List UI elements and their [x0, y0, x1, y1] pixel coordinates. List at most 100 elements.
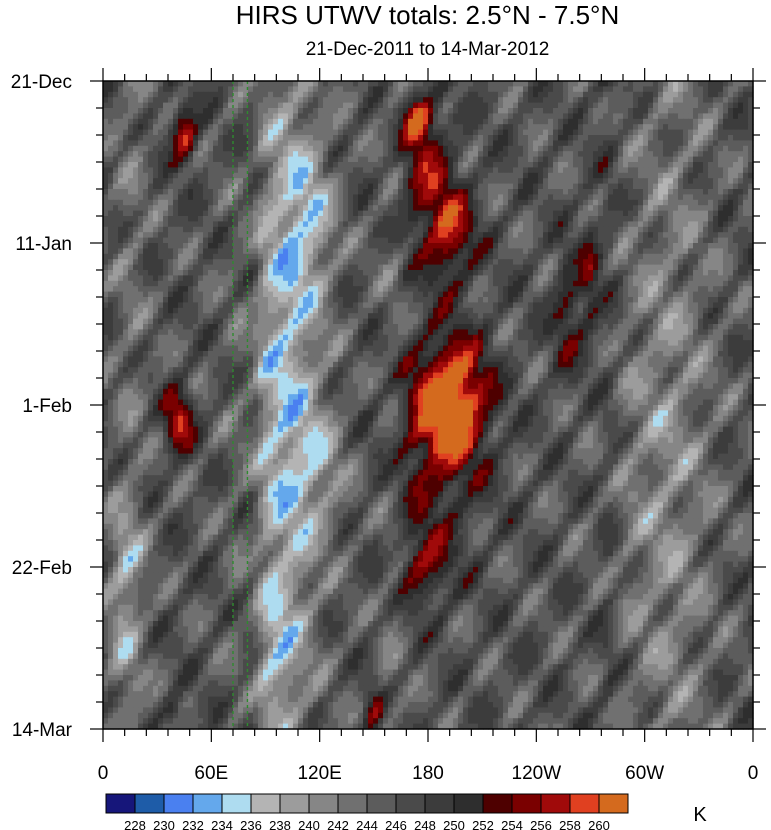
heatmap-cell — [543, 253, 549, 260]
heatmap-cell — [648, 145, 654, 152]
heatmap-cell — [348, 156, 354, 163]
heatmap-cell — [258, 199, 264, 206]
heatmap-cell — [273, 108, 279, 114]
heatmap-cell — [703, 237, 709, 244]
heatmap-cell — [373, 253, 379, 260]
heatmap-cell — [403, 129, 409, 136]
heatmap-cell — [108, 129, 114, 136]
heatmap-cell — [603, 145, 609, 152]
heatmap-cell — [578, 178, 584, 185]
heatmap-cell — [518, 162, 524, 168]
heatmap-cell — [238, 205, 244, 212]
heatmap-cell — [203, 243, 209, 249]
heatmap-cell — [698, 129, 704, 136]
heatmap-cell — [333, 172, 339, 179]
heatmap-cell — [258, 172, 264, 179]
heatmap-cell — [523, 275, 529, 282]
heatmap-cell — [653, 253, 659, 260]
heatmap-cell — [433, 91, 439, 98]
heatmap-cell — [193, 270, 199, 276]
heatmap-cell — [478, 81, 484, 87]
heatmap-cell — [208, 172, 214, 179]
heatmap-cell — [563, 189, 569, 195]
heatmap-cell — [423, 194, 429, 201]
heatmap-cell — [668, 81, 674, 87]
heatmap-cell — [298, 102, 304, 109]
heatmap-cell — [528, 108, 534, 114]
heatmap-cell — [393, 118, 399, 125]
heatmap-cell — [338, 199, 344, 206]
heatmap-cell — [308, 86, 314, 93]
heatmap-cell — [658, 162, 664, 168]
heatmap-cell — [598, 243, 604, 249]
heatmap-cell — [318, 280, 324, 287]
heatmap-cell — [408, 280, 414, 287]
heatmap-cell — [473, 81, 479, 87]
heatmap-cell — [558, 210, 564, 217]
heatmap-cell — [733, 216, 739, 222]
heatmap-cell — [363, 97, 369, 104]
heatmap-cell — [233, 275, 239, 282]
heatmap-cell — [533, 97, 539, 104]
heatmap-cell — [443, 248, 449, 255]
heatmap-cell — [483, 183, 489, 190]
heatmap-cell — [268, 81, 274, 87]
heatmap-cell — [118, 216, 124, 222]
heatmap-cell — [503, 129, 509, 136]
heatmap-cell — [703, 102, 709, 109]
heatmap-cell — [383, 145, 389, 152]
heatmap-cell — [313, 97, 319, 104]
heatmap-cell — [358, 216, 364, 222]
heatmap-cell — [293, 253, 299, 260]
heatmap-cell — [378, 253, 384, 260]
heatmap-cell — [708, 86, 714, 93]
heatmap-cell — [613, 183, 619, 190]
heatmap-cell — [388, 162, 394, 168]
heatmap-cell — [333, 97, 339, 104]
heatmap-cell — [338, 286, 344, 293]
heatmap-cell — [528, 199, 534, 206]
heatmap-cell — [678, 243, 684, 249]
heatmap-cell — [513, 183, 519, 190]
heatmap-cell — [528, 118, 534, 125]
heatmap-cell — [333, 183, 339, 190]
heatmap-cell — [688, 210, 694, 217]
heatmap-cell — [568, 270, 574, 276]
heatmap-cell — [373, 167, 379, 174]
heatmap-cell — [413, 194, 419, 201]
chart-title: HIRS UTWV totals: 2.5°N - 7.5°N — [235, 0, 620, 30]
heatmap-cell — [248, 286, 254, 293]
heatmap-cell — [248, 253, 254, 260]
heatmap-cell — [163, 221, 169, 228]
heatmap-cell — [248, 210, 254, 217]
heatmap-cell — [528, 102, 534, 109]
heatmap-cell — [128, 113, 134, 120]
heatmap-cell — [558, 237, 564, 244]
heatmap-cell — [373, 145, 379, 152]
heatmap-cell — [133, 216, 139, 222]
heatmap-cell — [343, 145, 349, 152]
heatmap-cell — [453, 108, 459, 114]
heatmap-cell — [553, 113, 559, 120]
heatmap-cell — [203, 167, 209, 174]
heatmap-cell — [668, 270, 674, 276]
heatmap-cell — [363, 129, 369, 136]
heatmap-cell — [273, 118, 279, 125]
heatmap-cell — [313, 259, 319, 266]
heatmap-cell — [573, 210, 579, 217]
heatmap-cell — [368, 113, 374, 120]
heatmap-cell — [588, 135, 594, 141]
heatmap-cell — [533, 81, 539, 87]
heatmap-cell — [138, 97, 144, 104]
heatmap-cell — [128, 172, 134, 179]
heatmap-cell — [658, 102, 664, 109]
heatmap-cell — [503, 108, 509, 114]
heatmap-cell — [153, 118, 159, 125]
heatmap-cell — [493, 91, 499, 98]
heatmap-cell — [643, 259, 649, 266]
heatmap-cell — [548, 248, 554, 255]
heatmap-cell — [408, 183, 414, 190]
heatmap-cell — [373, 172, 379, 179]
heatmap-cell — [433, 156, 439, 163]
heatmap-cell — [368, 118, 374, 125]
